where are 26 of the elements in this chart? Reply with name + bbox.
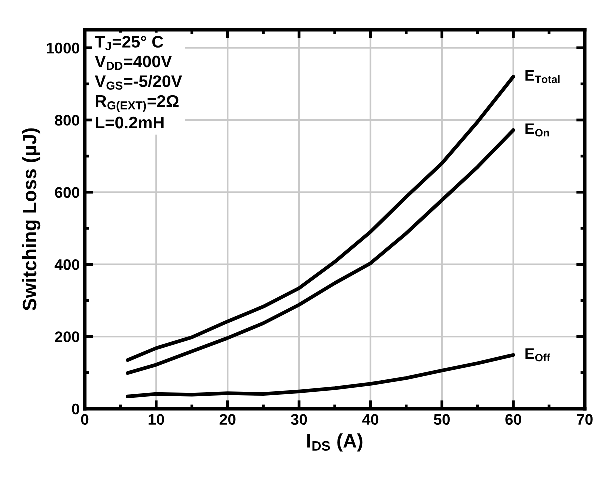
x-axis-title: I$_{DS}$ (A) <box>308 434 363 452</box>
annotation: R$_{G(EXT)}$=2Ω <box>96 95 179 112</box>
x-tick-label: 20 <box>220 414 236 426</box>
annotation: L=0.2mH <box>96 116 164 129</box>
x-tick-label: 70 <box>577 414 593 426</box>
y-tick-label: 800 <box>55 115 80 126</box>
line-series <box>126 353 516 399</box>
x-tick-label: 10 <box>148 414 164 426</box>
line-series <box>126 128 516 376</box>
y-tick-label: 200 <box>55 332 80 342</box>
annotation: V$_{GS}$=-5/20V <box>95 75 182 90</box>
y-tick-label: 1000 <box>47 42 80 54</box>
x-tick-label: 50 <box>434 414 450 426</box>
legend-label: E$_{Total}$ <box>526 70 560 84</box>
y-tick-label: 600 <box>55 187 80 198</box>
annotation: V$_{DD}$=400V <box>95 56 172 70</box>
x-tick-label: 40 <box>362 414 379 426</box>
x-tick-label: 30 <box>291 414 308 426</box>
x-tick-label: 60 <box>506 414 522 426</box>
x-tick-label: 0 <box>81 414 89 426</box>
y-axis-title: Switching Loss (μJ) <box>22 128 41 311</box>
annotation: T$_{J}$=25° C <box>95 36 164 50</box>
y-tick-label: 0 <box>72 404 80 415</box>
legend-label: E$_{On}$ <box>526 124 550 137</box>
series-label: E$_{Off}$ <box>526 348 550 362</box>
y-tick-label: 400 <box>54 259 80 270</box>
